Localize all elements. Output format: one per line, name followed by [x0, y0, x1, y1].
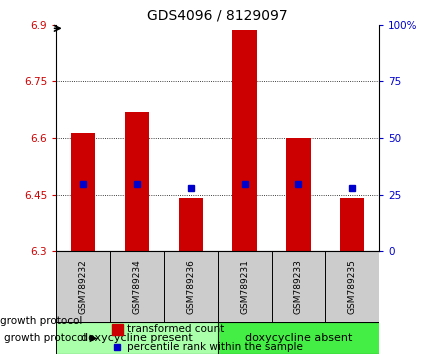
Text: growth protocol ▶: growth protocol ▶ — [4, 333, 98, 343]
Text: doxycycline absent: doxycycline absent — [244, 333, 351, 343]
Bar — [232, 30, 256, 251]
Text: doxycycline present: doxycycline present — [81, 333, 192, 343]
Bar — [124, 112, 149, 251]
Bar — [71, 133, 95, 251]
Text: GSM789234: GSM789234 — [132, 259, 141, 314]
Bar — [112, 324, 123, 335]
Bar — [178, 199, 203, 251]
Text: percentile rank within the sample: percentile rank within the sample — [127, 342, 302, 352]
Bar — [339, 199, 364, 251]
Text: GSM789233: GSM789233 — [293, 259, 302, 314]
Text: growth protocol: growth protocol — [0, 316, 82, 326]
Text: GSM789231: GSM789231 — [240, 259, 249, 314]
Text: GSM789236: GSM789236 — [186, 259, 195, 314]
Text: GSM789235: GSM789235 — [347, 259, 356, 314]
Bar — [56, 322, 217, 354]
Bar — [286, 138, 310, 251]
Text: transformed count: transformed count — [127, 324, 224, 334]
Text: GSM789232: GSM789232 — [78, 259, 87, 314]
Title: GDS4096 / 8129097: GDS4096 / 8129097 — [147, 8, 287, 22]
Bar — [217, 322, 378, 354]
